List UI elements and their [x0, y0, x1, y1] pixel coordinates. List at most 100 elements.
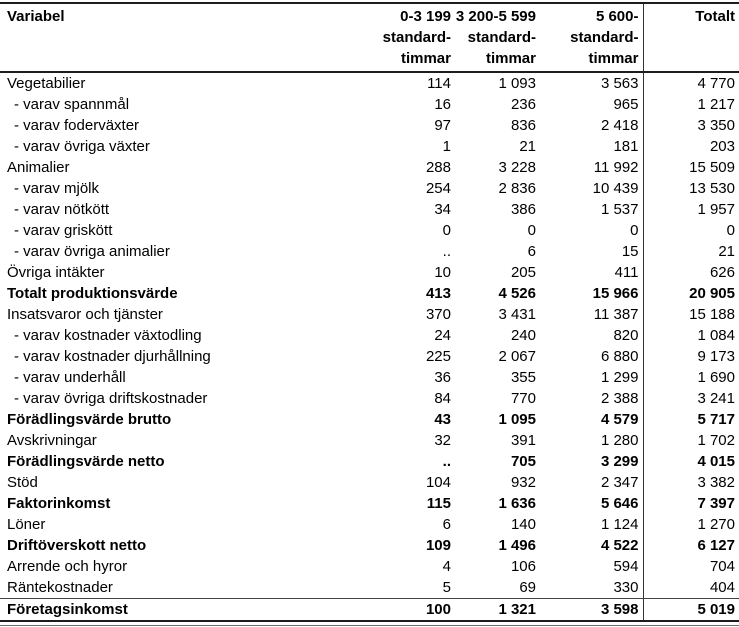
- table-header-row: Variabel 0-3 199 standard- timmar 3 200-…: [0, 3, 739, 72]
- cell-totalt: 4 015: [642, 451, 739, 472]
- cell-value: 2 067: [498, 348, 536, 365]
- table-row: - varav övriga animalier.. 6 15 21: [0, 241, 739, 262]
- row-label: Totalt produktionsvärde: [7, 285, 178, 302]
- row-label: Animalier: [7, 159, 70, 176]
- cell-totalt: 404: [642, 577, 739, 599]
- cell-value: 181: [613, 138, 639, 155]
- cell-value: 1 537: [600, 201, 639, 218]
- cell-value: 205: [510, 264, 536, 281]
- row-label: Vegetabilier: [7, 75, 86, 92]
- cell-value: 11 387: [593, 306, 639, 323]
- cell-totalt: 203: [642, 136, 739, 157]
- cell-value: 1 636: [498, 495, 536, 512]
- cell-value: 34: [434, 201, 451, 218]
- cell-value: 106: [510, 558, 536, 575]
- row-label: Faktorinkomst: [7, 495, 111, 512]
- row-label: - varav övriga driftskostnader: [14, 390, 208, 407]
- cell-value: 15 966: [592, 285, 639, 302]
- cell-value: 6: [442, 516, 451, 533]
- table-row: - varav foderväxter 97 836 2 418 3 350: [0, 115, 739, 136]
- table-row: Animalier 288 3 228 11 992 15 509: [0, 157, 739, 178]
- table-row: Faktorinkomst 115 1 636 5 646 7 397: [0, 493, 739, 514]
- row-label: Avskrivningar: [7, 432, 97, 449]
- cell-totalt: 21: [642, 241, 739, 262]
- cell-value: 10: [434, 264, 451, 281]
- row-label: Räntekostnader: [7, 579, 113, 596]
- cell-totalt: 626: [642, 262, 739, 283]
- column-header-0-3199-standardtimmar: 0-3 199 standard- timmar: [382, 8, 451, 67]
- cell-value: 3 598: [540, 598, 643, 621]
- cell-value: 0: [630, 222, 639, 239]
- cell-value: 6 880: [600, 348, 639, 365]
- cell-value: 6: [527, 243, 536, 260]
- cell-value: 236: [510, 96, 536, 113]
- cell-value: 2 836: [498, 180, 536, 197]
- cell-value: 4 579: [600, 411, 639, 428]
- row-label: Arrende och hyror: [7, 558, 128, 575]
- cell-value: 705: [510, 453, 536, 470]
- cell-value: ..: [442, 453, 451, 470]
- table-row: Stöd 104 932 2 347 3 382: [0, 472, 739, 493]
- cell-value: 411: [614, 264, 639, 281]
- cell-value: 225: [425, 348, 451, 365]
- cell-value: 2 347: [600, 474, 639, 491]
- cell-value: 2 388: [600, 390, 639, 407]
- cell-value: 932: [510, 474, 536, 491]
- cell-value: 24: [434, 327, 451, 344]
- cell-value: 36: [434, 369, 451, 386]
- cell-totalt: 1 084: [642, 325, 739, 346]
- cell-value: 114: [427, 75, 451, 92]
- column-header-totalt: Totalt: [642, 3, 739, 72]
- row-label: Förädlingsvärde netto: [7, 453, 165, 470]
- cell-totalt: 15 188: [642, 304, 739, 325]
- table-row: Driftöverskott netto 109 1 496 4 522 6 127: [0, 535, 739, 556]
- cell-value: 820: [613, 327, 639, 344]
- cell-value: 100: [360, 598, 455, 621]
- cell-value: 1 093: [498, 75, 536, 92]
- cell-value: 97: [434, 117, 451, 134]
- cell-value: 386: [510, 201, 536, 218]
- table-row: - varav övriga driftskostnader 84 770 2 388…: [0, 388, 739, 409]
- table-row: - varav underhåll 36 355 1 299 1 690: [0, 367, 739, 388]
- cell-value: 21: [519, 138, 536, 155]
- cell-totalt: 1 270: [642, 514, 739, 535]
- cell-totalt: 1 702: [642, 430, 739, 451]
- row-label: Stöd: [7, 474, 38, 491]
- cell-value: 4 526: [498, 285, 536, 302]
- cell-value: 3 228: [498, 159, 536, 176]
- table-row: Räntekostnader 5 69 330 404: [0, 577, 739, 599]
- table-row: Övriga intäkter 10 205 411 626: [0, 262, 739, 283]
- row-label: - varav underhåll: [14, 369, 126, 386]
- cell-totalt: 3 382: [642, 472, 739, 493]
- table-row: Förädlingsvärde brutto 43 1 095 4 579 5 717: [0, 409, 739, 430]
- cell-value: 4 522: [600, 537, 639, 554]
- cell-value: 140: [510, 516, 536, 533]
- cell-totalt: 9 173: [642, 346, 739, 367]
- table-row: - varav mjölk 254 2 836 10 439 13 530: [0, 178, 739, 199]
- row-label: - varav griskött: [14, 222, 113, 239]
- cell-value: 3 299: [600, 453, 639, 470]
- cell-totalt: 3 350: [642, 115, 739, 136]
- cell-value: 413: [425, 285, 451, 302]
- table-row: Löner 6 140 1 124 1 270: [0, 514, 739, 535]
- table-row: - varav spannmål 16 236 965 1 217: [0, 94, 739, 115]
- row-label: - varav kostnader djurhållning: [14, 348, 211, 365]
- cell-value: 1 095: [498, 411, 536, 428]
- cell-value: 770: [510, 390, 536, 407]
- table-row: Förädlingsvärde netto.. 705 3 299 4 015: [0, 451, 739, 472]
- column-header-3200-5599-standardtimmar: 3 200-5 599 standard- timmar: [455, 8, 536, 67]
- cell-value: 69: [519, 579, 536, 596]
- row-label: - varav kostnader växtodling: [14, 327, 202, 344]
- cell-totalt: 3 241: [642, 388, 739, 409]
- row-label: Insatsvaror och tjänster: [7, 306, 163, 323]
- table-row: - varav kostnader djurhållning 225 2 067 6 …: [0, 346, 739, 367]
- cell-value: 2 418: [600, 117, 639, 134]
- cell-value: 115: [426, 495, 451, 512]
- row-label: - varav spannmål: [14, 96, 130, 113]
- cell-value: 330: [613, 579, 639, 596]
- table-row: Företagsinkomst 100 1 321 3 598 5 019: [0, 598, 739, 621]
- cell-value: 3 431: [498, 306, 536, 323]
- cell-value: 10 439: [592, 180, 639, 197]
- cell-value: 594: [613, 558, 639, 575]
- cell-value: 5 646: [600, 495, 639, 512]
